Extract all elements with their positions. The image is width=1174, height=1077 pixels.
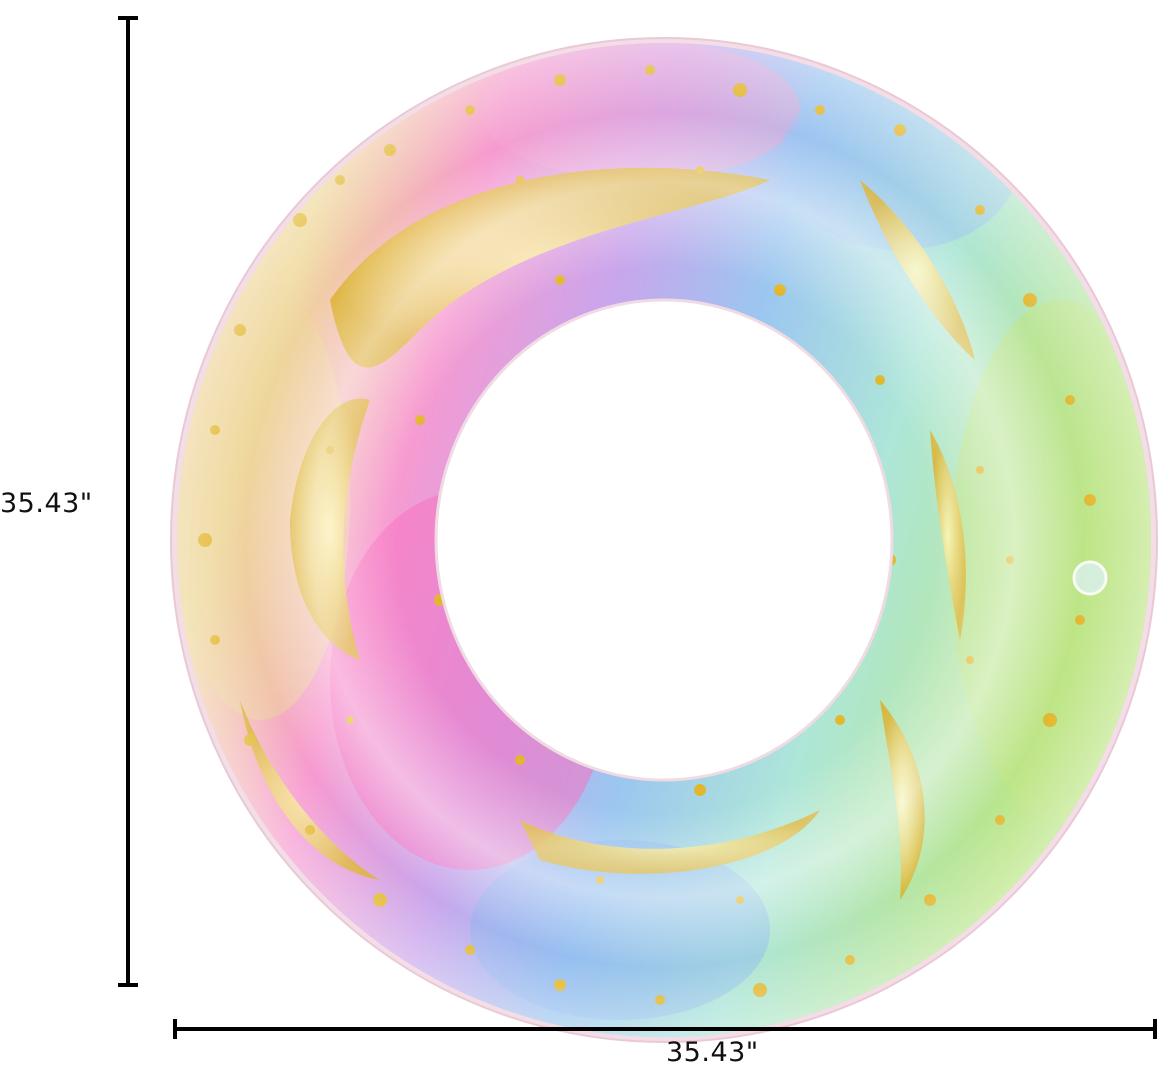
ring-hole [434,298,894,782]
width-label: 35.43" [666,1037,759,1068]
width-dimension-line [173,1019,1157,1039]
height-label: 35.43" [0,488,93,519]
height-dimension-line [118,16,138,987]
